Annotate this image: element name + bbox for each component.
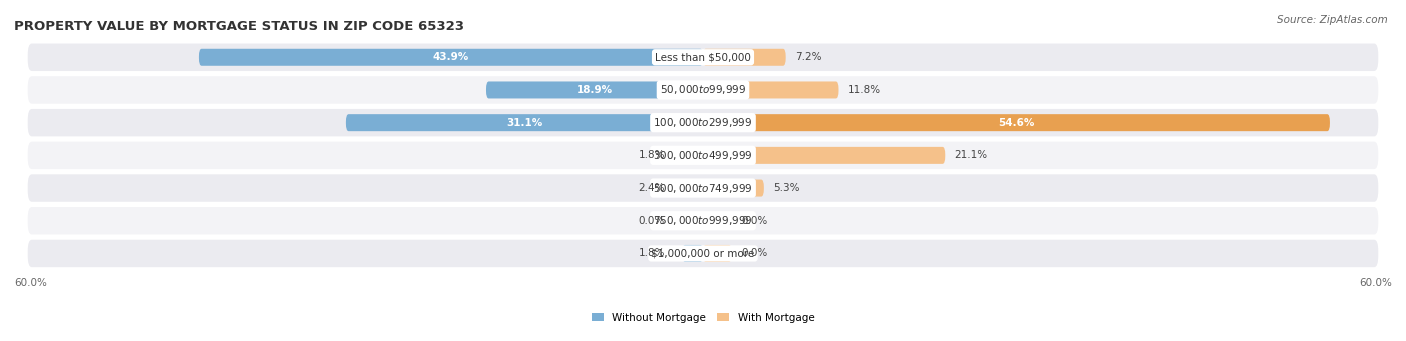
- FancyBboxPatch shape: [675, 180, 703, 196]
- FancyBboxPatch shape: [682, 245, 703, 262]
- Text: $1,000,000 or more: $1,000,000 or more: [651, 249, 755, 258]
- Text: 11.8%: 11.8%: [848, 85, 880, 95]
- Text: $500,000 to $749,999: $500,000 to $749,999: [654, 181, 752, 195]
- Text: $50,000 to $99,999: $50,000 to $99,999: [659, 84, 747, 97]
- FancyBboxPatch shape: [703, 212, 731, 229]
- Text: Source: ZipAtlas.com: Source: ZipAtlas.com: [1277, 15, 1388, 25]
- Text: 60.0%: 60.0%: [1360, 278, 1392, 288]
- Legend: Without Mortgage, With Mortgage: Without Mortgage, With Mortgage: [588, 309, 818, 327]
- Text: 5.3%: 5.3%: [773, 183, 800, 193]
- FancyBboxPatch shape: [703, 147, 945, 164]
- Text: 60.0%: 60.0%: [14, 278, 46, 288]
- Text: 54.6%: 54.6%: [998, 118, 1035, 128]
- FancyBboxPatch shape: [28, 142, 1378, 169]
- FancyBboxPatch shape: [28, 174, 1378, 202]
- Text: 0.0%: 0.0%: [741, 249, 768, 258]
- Text: 1.8%: 1.8%: [638, 150, 665, 160]
- FancyBboxPatch shape: [682, 147, 703, 164]
- Text: 18.9%: 18.9%: [576, 85, 613, 95]
- Text: 1.8%: 1.8%: [638, 249, 665, 258]
- Text: $300,000 to $499,999: $300,000 to $499,999: [654, 149, 752, 162]
- Text: $100,000 to $299,999: $100,000 to $299,999: [654, 116, 752, 129]
- FancyBboxPatch shape: [703, 81, 838, 99]
- Text: 0.0%: 0.0%: [638, 216, 665, 226]
- Text: 0.0%: 0.0%: [741, 216, 768, 226]
- FancyBboxPatch shape: [703, 180, 763, 196]
- FancyBboxPatch shape: [28, 76, 1378, 104]
- FancyBboxPatch shape: [28, 44, 1378, 71]
- Text: 31.1%: 31.1%: [506, 118, 543, 128]
- Text: $750,000 to $999,999: $750,000 to $999,999: [654, 214, 752, 227]
- Text: 7.2%: 7.2%: [794, 52, 821, 62]
- Text: Less than $50,000: Less than $50,000: [655, 52, 751, 62]
- FancyBboxPatch shape: [703, 114, 1330, 131]
- Text: PROPERTY VALUE BY MORTGAGE STATUS IN ZIP CODE 65323: PROPERTY VALUE BY MORTGAGE STATUS IN ZIP…: [14, 20, 464, 33]
- FancyBboxPatch shape: [346, 114, 703, 131]
- Text: 2.4%: 2.4%: [638, 183, 665, 193]
- FancyBboxPatch shape: [703, 49, 786, 66]
- FancyBboxPatch shape: [28, 109, 1378, 136]
- FancyBboxPatch shape: [198, 49, 703, 66]
- Text: 43.9%: 43.9%: [433, 52, 470, 62]
- FancyBboxPatch shape: [675, 212, 703, 229]
- FancyBboxPatch shape: [486, 81, 703, 99]
- Text: 21.1%: 21.1%: [955, 150, 987, 160]
- FancyBboxPatch shape: [28, 207, 1378, 235]
- FancyBboxPatch shape: [28, 240, 1378, 267]
- FancyBboxPatch shape: [703, 245, 731, 262]
